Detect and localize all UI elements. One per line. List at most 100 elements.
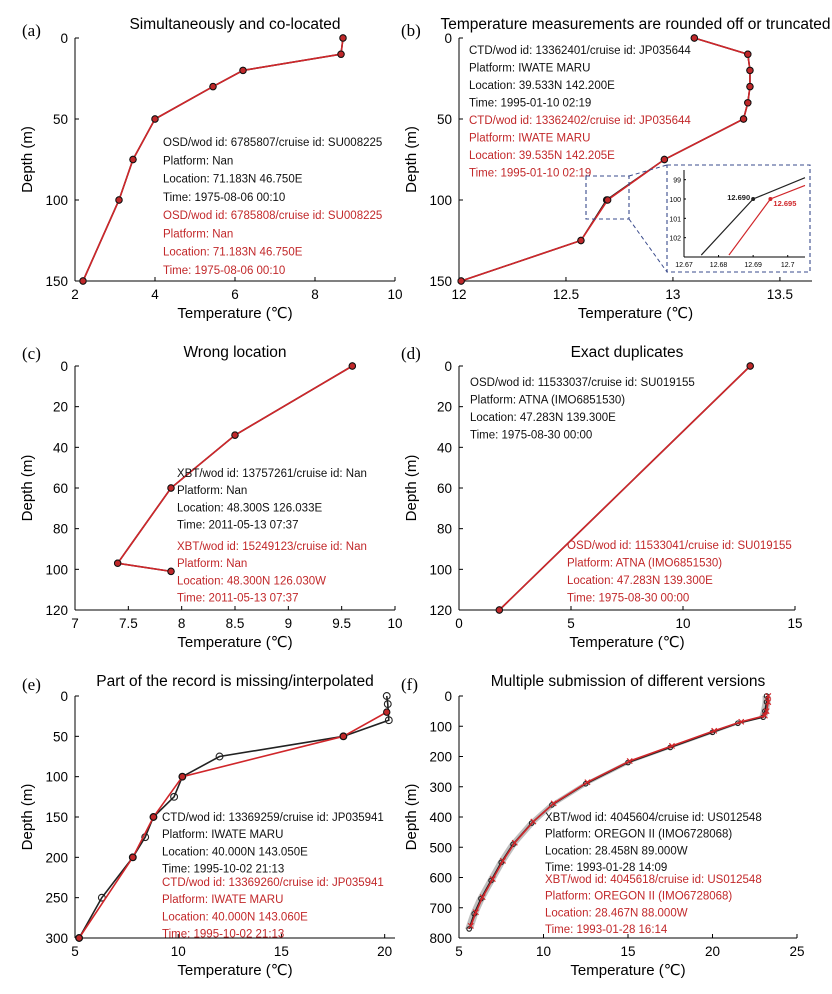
panel-label: (e) [22, 675, 41, 694]
x-tick-label: 10 [171, 944, 186, 959]
annotation-line: Location: 39.535N 142.205E [469, 150, 615, 162]
data-point [168, 568, 174, 574]
annotation-line: CTD/wod id: 13362401/cruise id: JP035644 [469, 45, 691, 57]
y-tick-label: 400 [429, 810, 452, 825]
inset-y-tick-label: 100 [669, 197, 681, 204]
annotation-line: Time: 2011-05-13 07:37 [177, 593, 298, 605]
annotation-line: Location: 71.183N 46.750E [163, 247, 303, 259]
data-point [349, 363, 355, 369]
x-tick-label: 8 [178, 616, 186, 631]
annotation-line: Time: 1975-08-06 00:10 [163, 265, 285, 277]
panel-label: (d) [401, 344, 421, 363]
x-tick-label: 25 [789, 944, 804, 959]
annotation-line: CTD/wod id: 13369260/cruise id: JP035941 [162, 877, 384, 889]
data-point [747, 363, 753, 369]
annotation-line: CTD/wod id: 13369259/cruise id: JP035941 [162, 812, 384, 824]
inset-x-tick-label: 12.67 [675, 262, 693, 269]
x-tick-label: 15 [274, 944, 289, 959]
y-tick-label: 20 [437, 400, 452, 415]
x-tick-label: 13 [665, 287, 680, 302]
y-tick-label: 0 [60, 31, 68, 46]
inset-box [667, 165, 810, 272]
annotation-line: Platform: IWATE MARU [469, 63, 590, 75]
annotation-line: XBT/wod id: 15249123/cruise id: Nan [177, 541, 367, 553]
x-tick-label: 5 [567, 616, 575, 631]
x-tick-label: 13.5 [767, 287, 793, 302]
y-tick-label: 50 [53, 729, 68, 744]
x-tick-label: 10 [387, 616, 402, 631]
y-tick-label: 80 [53, 522, 68, 537]
y-axis-label: Depth (m) [19, 455, 36, 522]
x-axis-label: Temperature (℃) [578, 305, 693, 322]
y-tick-label: 100 [45, 193, 68, 208]
data-point [747, 83, 753, 89]
y-tick-label: 600 [429, 871, 452, 886]
panel-a: (a) Simultaneously and co-located2 4 6 8 1005… [19, 16, 403, 322]
y-axis-label: Depth (m) [403, 455, 420, 522]
y-tick-label: 700 [429, 901, 452, 916]
annotation-line: Platform: IWATE MARU [469, 133, 590, 145]
y-axis-label: Depth (m) [403, 126, 420, 193]
data-point [578, 237, 584, 243]
x-tick-label: 2 [71, 287, 79, 302]
x-tick-label: 5 [455, 944, 463, 959]
data-point [168, 485, 174, 491]
data-point [210, 83, 216, 89]
panel-label: (c) [22, 344, 41, 363]
annotation-line: OSD/wod id: 6785807/cruise id: SU008225 [163, 137, 382, 149]
y-tick-label: 120 [45, 603, 68, 618]
inset-y-tick-label: 101 [669, 216, 681, 223]
x-tick-label: 12.5 [553, 287, 579, 302]
data-point [745, 100, 751, 106]
data-point [240, 67, 246, 73]
chart-title: Multiple submission of different version… [491, 673, 766, 690]
x-tick-label: 4 [151, 287, 159, 302]
y-tick-label: 0 [60, 359, 68, 374]
annotation-line: Platform: ATNA (IMO6851530) [567, 558, 722, 570]
annotation-line: Platform: OREGON II (IMO6728068) [545, 891, 732, 903]
inset-value-black: 12.690 [727, 193, 750, 202]
y-tick-label: 40 [437, 440, 452, 455]
chart-title: Exact duplicates [571, 344, 684, 361]
x-tick-label: 15 [620, 944, 635, 959]
inset-y-tick-label: 99 [673, 178, 681, 185]
annotation-line: OSD/wod id: 11533037/cruise id: SU019155 [470, 377, 695, 389]
y-tick-label: 50 [437, 112, 452, 127]
inset-point-black [751, 197, 755, 201]
y-tick-label: 100 [429, 562, 452, 577]
annotation-line: Time: 1993-01-28 14:09 [545, 862, 667, 874]
panel-e: (e) Part of the record is missing/interpo… [19, 673, 395, 979]
y-tick-label: 60 [437, 481, 452, 496]
y-tick-label: 40 [53, 440, 68, 455]
annotation-line: Time: 1993-01-28 16:14 [545, 924, 668, 936]
y-tick-label: 0 [60, 689, 68, 704]
x-tick-label: 5 [71, 944, 79, 959]
annotation-line: OSD/wod id: 11533041/cruise id: SU019155 [567, 540, 792, 552]
annotation-line: Location: 48.300S 126.033E [177, 502, 322, 514]
annotation-line: Time: 1975-08-30 00:00 [567, 593, 689, 605]
data-point [152, 116, 158, 122]
data-point [340, 733, 346, 739]
annotation-line: XBT/wod id: 4045618/cruise id: US012548 [545, 874, 762, 886]
x-tick-label: 8.5 [226, 616, 245, 631]
x-axis-label: Temperature (℃) [177, 305, 292, 322]
inset-value-red: 12.695 [773, 199, 796, 208]
y-tick-label: 50 [53, 112, 68, 127]
x-tick-label: 12 [451, 287, 466, 302]
y-tick-label: 150 [429, 274, 452, 289]
annotation-line: Location: 39.533N 142.200E [469, 80, 615, 92]
chart-title: Temperature measurements are rounded off… [440, 16, 830, 33]
y-tick-label: 500 [429, 840, 452, 855]
annotation-line: Location: 40.000N 143.060E [162, 911, 308, 923]
annotation-line: Platform: IWATE MARU [162, 894, 283, 906]
data-point [179, 773, 185, 779]
y-tick-label: 200 [429, 750, 452, 765]
data-point [691, 35, 697, 41]
annotation-line: Location: 71.183N 46.750E [163, 174, 303, 186]
annotation-line: Platform: Nan [163, 228, 233, 240]
annotation-line: Location: 40.000N 143.050E [162, 846, 308, 858]
annotation-line: Platform: IWATE MARU [162, 829, 283, 841]
chart-title: Part of the record is missing/interpolat… [96, 673, 373, 690]
annotation-line: Platform: Nan [177, 558, 247, 570]
